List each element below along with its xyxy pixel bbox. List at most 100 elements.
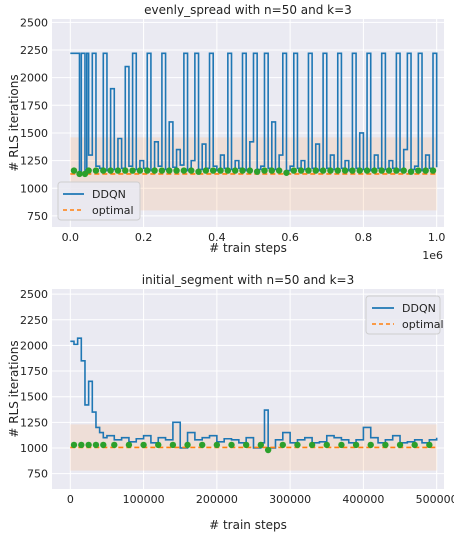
y-tick-labels: 750 1000 1250 1500 1750 2000 2250 2500	[20, 16, 48, 223]
data-point	[151, 167, 158, 174]
y-tick-label: 2000	[20, 72, 48, 85]
data-point	[268, 167, 276, 174]
legend: DDQN optimal	[57, 181, 141, 221]
legend-box	[365, 295, 441, 335]
data-point	[76, 170, 83, 178]
data-point	[279, 441, 287, 449]
data-point	[100, 441, 107, 449]
data-point	[305, 167, 312, 174]
data-point	[129, 167, 136, 174]
data-point	[155, 441, 162, 449]
x-axis-label: # train steps	[209, 241, 287, 255]
data-point	[246, 167, 254, 174]
data-point	[92, 441, 100, 449]
data-point	[195, 168, 202, 175]
data-point	[125, 441, 133, 449]
data-point	[173, 167, 180, 174]
y-tick-label: 1250	[20, 155, 48, 168]
series-line-ddqn	[70, 337, 438, 449]
data-point	[341, 167, 349, 174]
y-tick-label: 2500	[20, 16, 48, 29]
legend-label-optimal: optimal	[402, 318, 444, 331]
grid	[52, 289, 444, 489]
data-point	[114, 167, 122, 174]
x-tick-label: 100000	[123, 493, 165, 506]
data-point	[312, 167, 319, 174]
data-point	[199, 441, 206, 449]
y-tick-label: 750	[27, 468, 48, 481]
x-tick-label: 0.6	[281, 231, 299, 244]
data-point	[426, 441, 433, 449]
data-point	[209, 167, 217, 174]
x-tick-label: 1.0	[428, 231, 446, 244]
y-tick-label: 2000	[20, 339, 48, 352]
y-tick-label: 1000	[20, 442, 48, 455]
x-offset-label: 1e6	[422, 249, 443, 262]
data-point	[239, 167, 246, 174]
data-point	[382, 441, 389, 449]
data-point	[180, 167, 188, 174]
data-point	[290, 167, 297, 174]
data-point	[400, 167, 407, 174]
data-point	[294, 441, 301, 449]
legend: DDQN optimal	[365, 295, 444, 335]
y-axis-label: # RLS iterations	[7, 340, 21, 437]
data-point	[217, 167, 224, 174]
y-tick-label: 1000	[20, 182, 48, 195]
chart-title: evenly_spread with n=50 and k=3	[144, 3, 352, 17]
data-point	[407, 168, 415, 175]
y-tick-label: 1500	[20, 127, 48, 140]
x-tick-label: 500000	[416, 493, 454, 506]
data-point	[144, 167, 151, 174]
data-point	[327, 167, 334, 174]
data-point	[92, 167, 100, 174]
chart-panel-top: evenly_spread with n=50 and k=3 0.0 0.2 0.…	[7, 3, 445, 262]
series-line-ddqn	[70, 52, 438, 173]
data-point	[242, 441, 250, 449]
x-tick-label: 200000	[196, 493, 238, 506]
data-point	[308, 441, 316, 449]
data-point	[338, 441, 345, 449]
data-point	[367, 441, 374, 449]
x-tick-label: 300000	[269, 493, 311, 506]
x-tick-label: 0.4	[208, 231, 226, 244]
data-point	[415, 167, 422, 174]
y-tick-label: 1500	[20, 391, 48, 404]
data-point	[349, 167, 356, 174]
data-point	[422, 167, 429, 174]
y-tick-label: 750	[27, 210, 48, 223]
data-point	[275, 167, 283, 174]
x-tick-label: 0.0	[62, 231, 80, 244]
data-point	[140, 441, 147, 449]
data-point	[70, 441, 78, 449]
y-tick-label: 1750	[20, 365, 48, 378]
series-lines	[70, 52, 438, 175]
data-point	[371, 167, 378, 174]
data-point	[228, 441, 235, 449]
data-point	[224, 167, 232, 174]
y-tick-label: 2250	[20, 314, 48, 327]
data-point	[78, 441, 85, 449]
x-tick-label: 0.2	[135, 231, 153, 244]
data-point	[111, 441, 118, 449]
data-point	[202, 167, 210, 174]
y-tick-label: 2250	[20, 44, 48, 57]
y-tick-label: 2500	[20, 288, 48, 301]
data-point	[393, 167, 400, 174]
data-point	[85, 441, 92, 449]
data-point	[231, 167, 239, 174]
data-point	[85, 167, 92, 174]
legend-label-optimal: optimal	[92, 204, 134, 217]
x-tick-label: 0	[67, 493, 74, 506]
data-point	[70, 167, 78, 174]
data-point	[385, 167, 393, 174]
data-point	[188, 167, 195, 174]
y-tick-label: 1750	[20, 99, 48, 112]
data-point	[261, 167, 268, 174]
data-point	[334, 167, 341, 174]
x-tick-labels: 0 100000 200000 300000 400000 500000	[67, 493, 454, 506]
data-point	[169, 441, 177, 449]
data-point	[158, 167, 166, 174]
data-point	[429, 167, 437, 174]
chart-title: initial_segment with n=50 and k=3	[142, 273, 355, 287]
